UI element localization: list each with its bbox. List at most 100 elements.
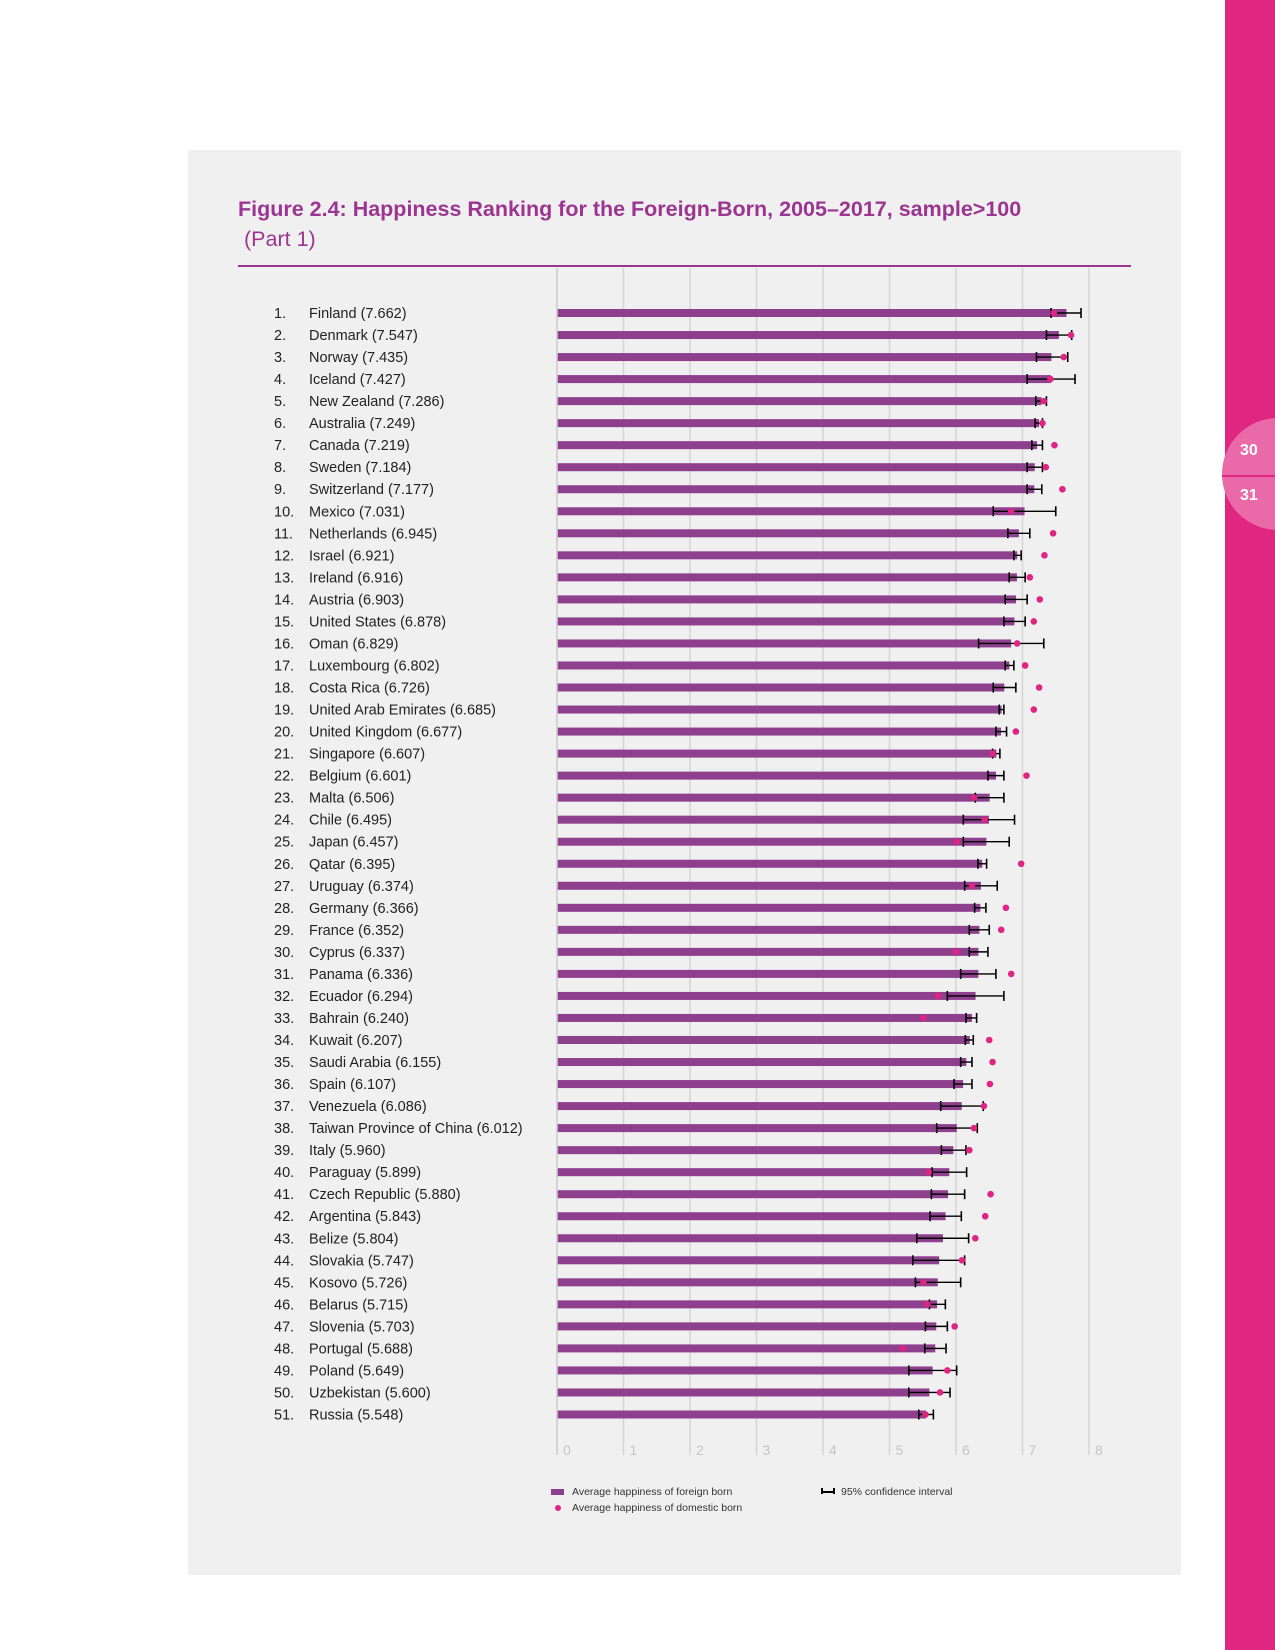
- foreign-bar: [557, 859, 983, 868]
- domestic-dot: [922, 1411, 929, 1418]
- domestic-dot: [1051, 441, 1058, 449]
- foreign-bar: [557, 925, 980, 934]
- country-label: Portugal (5.688): [309, 1341, 413, 1357]
- domestic-dot: [925, 1168, 933, 1176]
- rank-label: 12.: [274, 548, 294, 564]
- foreign-bar: [557, 683, 1005, 692]
- foreign-bar: [557, 1058, 967, 1067]
- domestic-dot: [970, 794, 978, 801]
- country-label: Switzerland (7.177): [309, 482, 434, 498]
- foreign-bar: [557, 375, 1051, 384]
- rank-label: 45.: [274, 1275, 294, 1291]
- country-label: Poland (5.649): [309, 1363, 404, 1379]
- domestic-dot: [989, 750, 996, 757]
- foreign-bar: [557, 639, 1012, 648]
- rank-label: 10.: [274, 504, 294, 520]
- country-label: Ireland (6.916): [309, 570, 403, 586]
- domestic-dot: [899, 1345, 907, 1352]
- rank-label: 33.: [274, 1011, 294, 1027]
- page-tab-31[interactable]: 31: [1240, 487, 1258, 504]
- legend-foreign-label: Average happiness of foreign born: [572, 1486, 733, 1498]
- domestic-dot: [953, 838, 960, 846]
- x-tick-label: 1: [630, 1442, 638, 1458]
- figure-panel: Figure 2.4: Happiness Ranking for the Fo…: [188, 150, 1181, 1575]
- domestic-dot: [1035, 684, 1043, 691]
- foreign-bar: [557, 595, 1017, 604]
- country-label: Uruguay (6.374): [309, 879, 414, 895]
- figure-title-sub: (Part 1): [244, 227, 316, 251]
- x-tick-label: 0: [563, 1442, 571, 1458]
- rank-label: 1.: [274, 306, 286, 322]
- country-label: United Kingdom (6.677): [309, 725, 462, 741]
- rank-label: 37.: [274, 1099, 294, 1115]
- title-rule: [238, 265, 1131, 267]
- rank-label: 6.: [274, 416, 286, 432]
- rank-label: 21.: [274, 747, 294, 763]
- foreign-bar: [557, 947, 979, 956]
- rank-label: 9.: [274, 482, 286, 498]
- domestic-dot: [944, 1367, 951, 1374]
- rank-label: 51.: [274, 1408, 294, 1424]
- domestic-dot: [985, 1036, 993, 1044]
- rank-label: 8.: [274, 460, 286, 476]
- rank-label: 27.: [274, 879, 294, 895]
- rank-label: 32.: [274, 989, 294, 1005]
- country-label: Finland (7.662): [309, 306, 407, 322]
- rank-label: 17.: [274, 658, 294, 674]
- foreign-bar: [557, 1366, 933, 1375]
- domestic-dot: [1050, 309, 1058, 317]
- foreign-bar: [557, 705, 1002, 714]
- legend-domestic-label: Average happiness of domestic born: [572, 1502, 743, 1514]
- rank-label: 4.: [274, 372, 286, 388]
- country-label: Italy (5.960): [309, 1143, 386, 1159]
- rank-label: 43.: [274, 1231, 294, 1247]
- domestic-dot: [981, 816, 988, 823]
- domestic-dot: [1067, 331, 1075, 339]
- country-label: Argentina (5.843): [309, 1209, 421, 1225]
- country-label: Russia (5.548): [309, 1408, 403, 1424]
- country-label: Chile (6.495): [309, 813, 392, 829]
- foreign-bar: [557, 1322, 937, 1331]
- foreign-bar: [557, 617, 1015, 626]
- foreign-bar: [557, 441, 1038, 450]
- domestic-dot: [934, 992, 942, 1000]
- domestic-dot: [1007, 970, 1015, 978]
- foreign-bar: [557, 1300, 938, 1309]
- foreign-bar: [557, 991, 976, 1000]
- foreign-bar: [557, 1212, 946, 1221]
- rank-label: 15.: [274, 614, 294, 630]
- legend-domestic: Average happiness of domestic born: [551, 1502, 742, 1514]
- domestic-dot: [989, 1058, 996, 1066]
- foreign-bar: [557, 1146, 954, 1155]
- country-label: United Arab Emirates (6.685): [309, 703, 496, 719]
- country-label: Panama (6.336): [309, 967, 413, 983]
- domestic-dot: [1030, 618, 1038, 625]
- x-tick-label: 8: [1095, 1442, 1103, 1458]
- domestic-dot: [920, 1279, 927, 1286]
- foreign-bar: [557, 1168, 950, 1177]
- foreign-bar: [557, 1388, 930, 1397]
- page-tab-30[interactable]: 30: [1240, 442, 1258, 459]
- foreign-bar: [557, 881, 981, 890]
- country-label: Israel (6.921): [309, 548, 394, 564]
- domestic-dot: [1039, 419, 1046, 427]
- country-label: Belgium (6.601): [309, 769, 411, 785]
- rank-label: 11.: [274, 526, 293, 542]
- rank-label: 26.: [274, 857, 294, 873]
- rank-label: 31.: [274, 967, 294, 983]
- domestic-dot: [987, 1190, 994, 1198]
- country-label: Uzbekistan (5.600): [309, 1385, 431, 1401]
- legend-ci: 95% confidence interval: [821, 1486, 953, 1498]
- country-label: Japan (6.457): [309, 835, 398, 851]
- domestic-dot: [1040, 397, 1048, 405]
- domestic-dot: [971, 1234, 979, 1242]
- country-label: Paraguay (5.899): [309, 1165, 421, 1181]
- foreign-bar: [557, 727, 1002, 736]
- rank-label: 41.: [274, 1187, 294, 1203]
- foreign-bar: [557, 903, 981, 912]
- happiness-chart: 0 1 2 3 4 5 6 7 8 1. Finland (7.662) 2. Denmark (7.5…: [274, 268, 1103, 1458]
- foreign-bar: [557, 507, 1025, 516]
- country-label: Austria (6.903): [309, 592, 404, 608]
- country-label: Slovakia (5.747): [309, 1253, 414, 1269]
- domestic-dot: [952, 948, 960, 956]
